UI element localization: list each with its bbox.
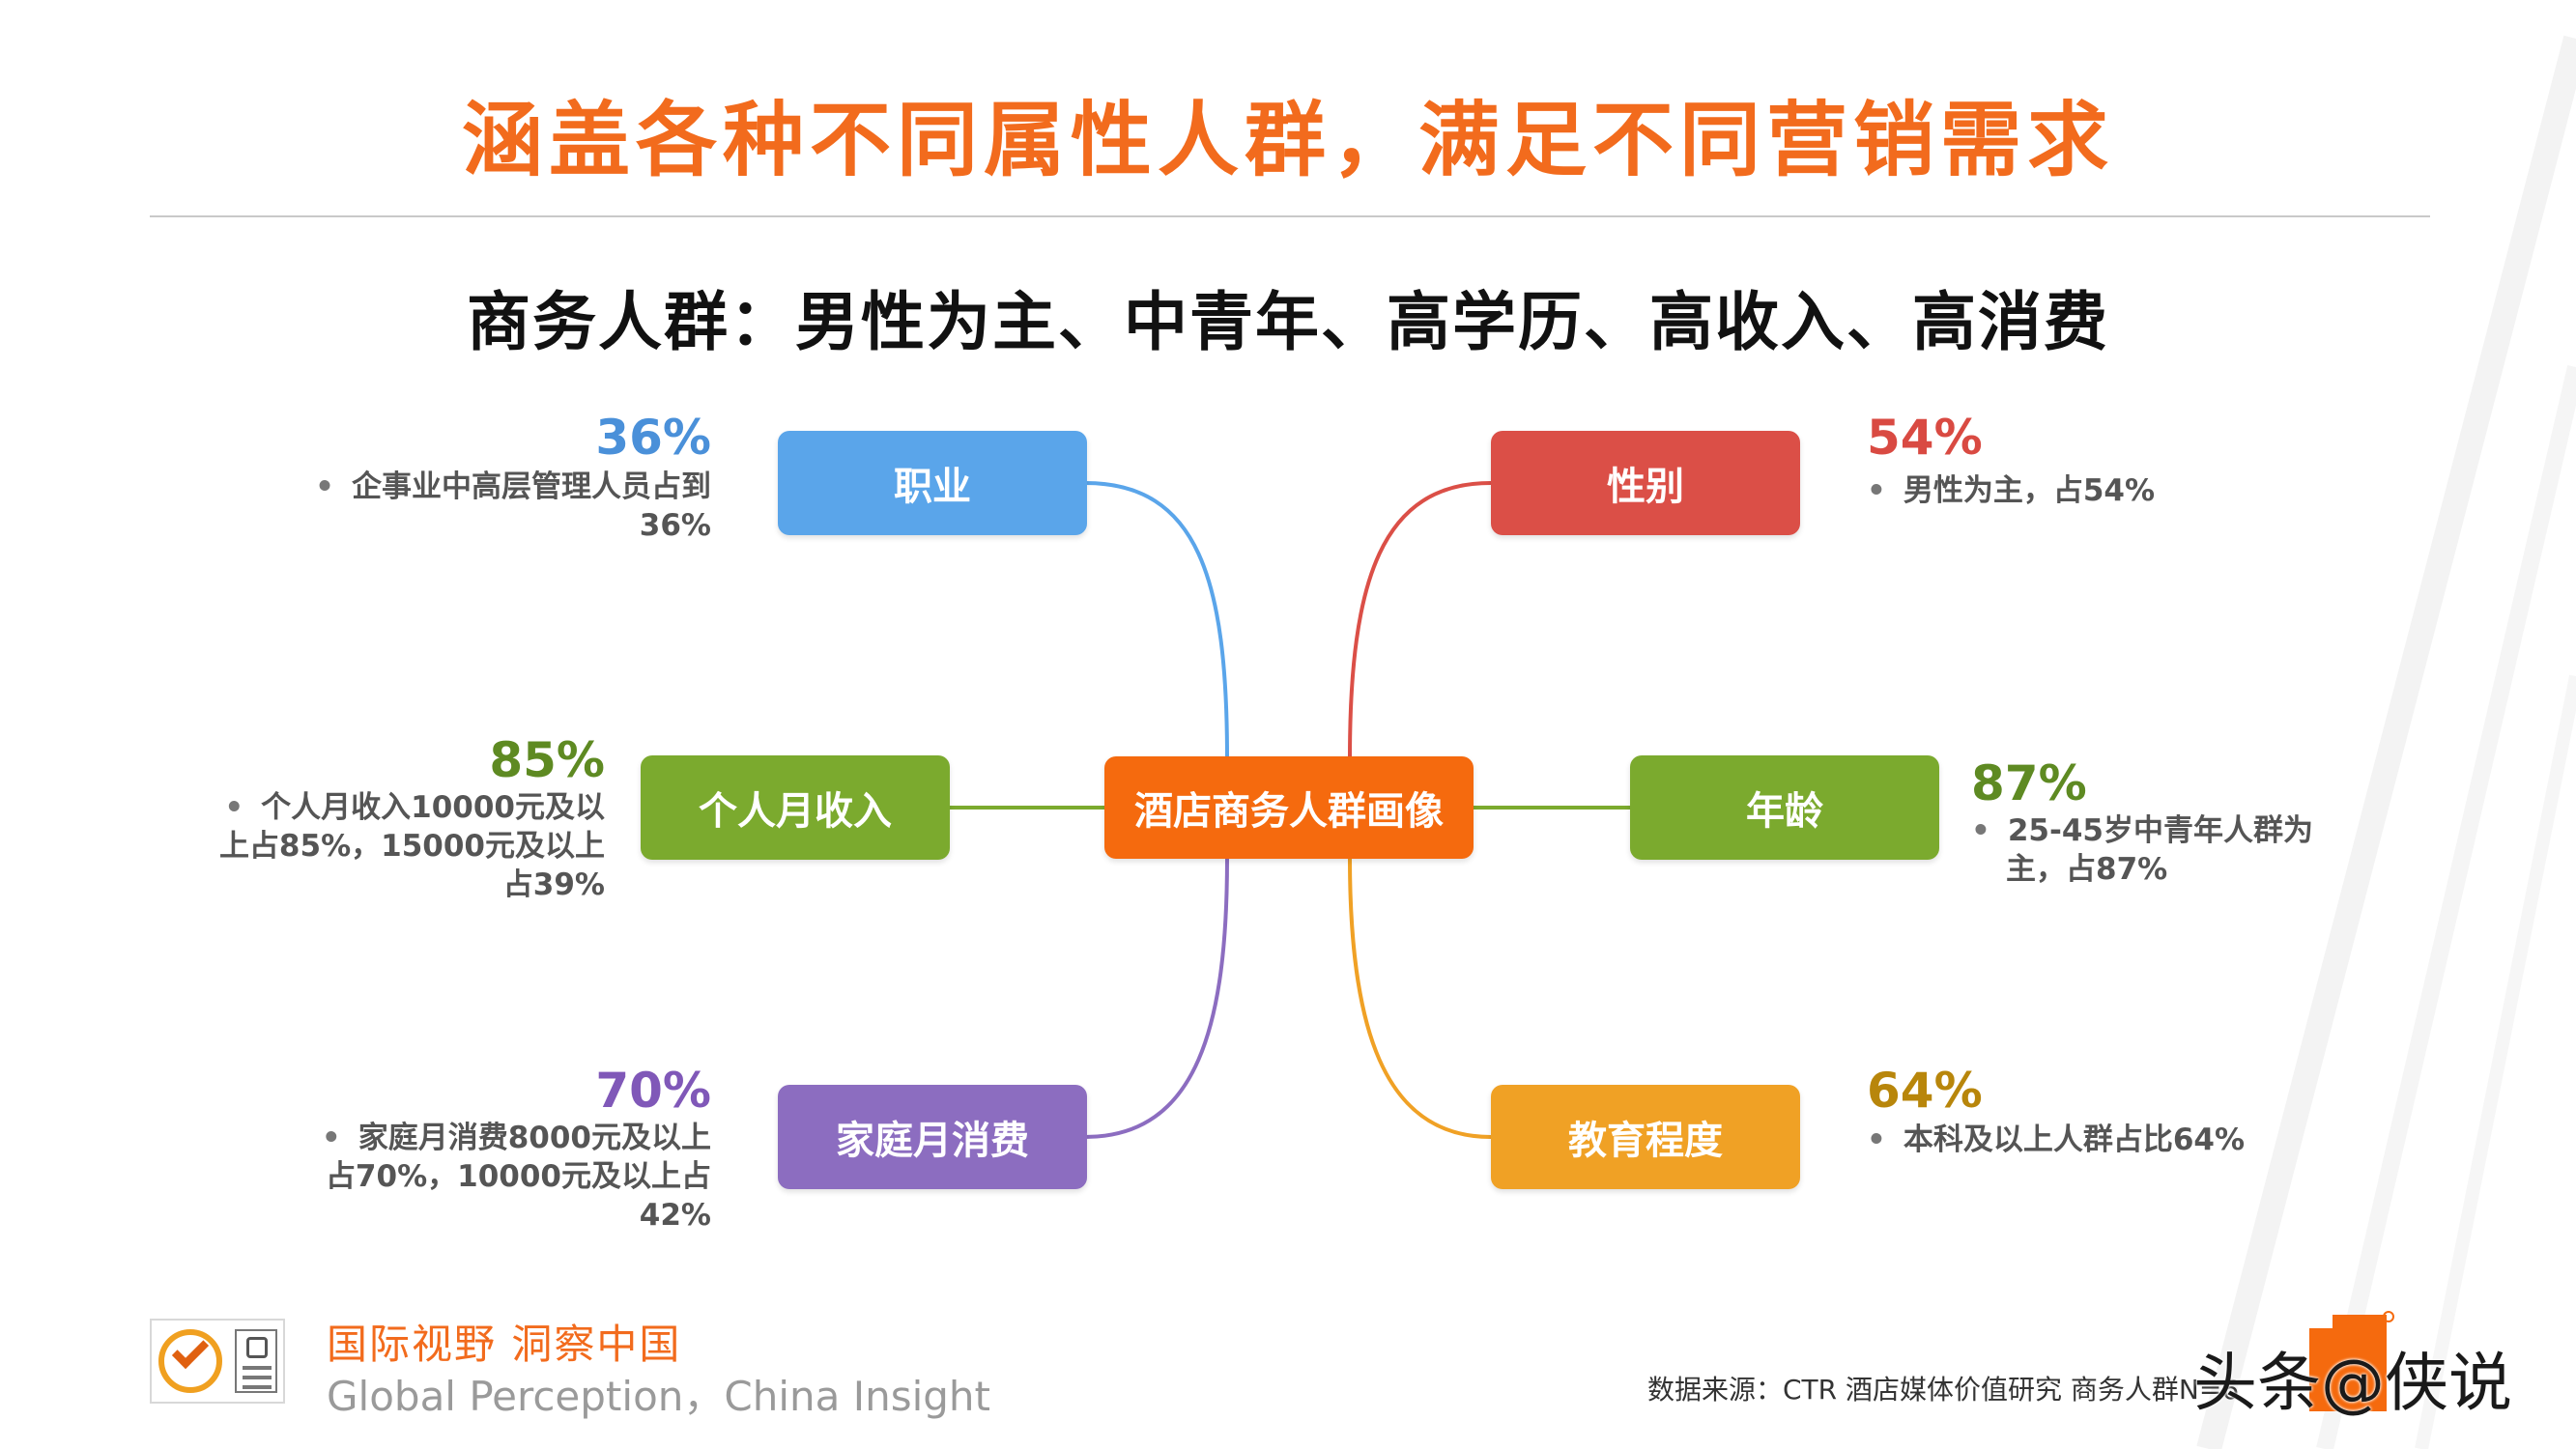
bullet-icon: •	[321, 1121, 341, 1155]
desc-income: • 个人月收入10000元及以 上占85%，15000元及以上 占39%	[219, 788, 605, 904]
center-node: 酒店商务人群画像	[1104, 756, 1474, 859]
desc-line: • 个人月收入10000元及以	[224, 790, 605, 825]
center-node-label: 酒店商务人群画像	[1134, 789, 1444, 834]
node-occupation: 职业	[778, 431, 1087, 535]
desc-age: • 25-45岁中青年人群为 主，占87%	[1971, 811, 2313, 889]
watermark: 头条@侠说	[2193, 1346, 2512, 1420]
desc-line: 36%	[639, 508, 711, 543]
node-education-label: 教育程度	[1568, 1119, 1723, 1163]
connector-occupation	[1084, 481, 1229, 759]
percent-age: 87%	[1971, 755, 2087, 811]
desc-gender: • 男性为主，占54%	[1867, 471, 2155, 510]
page-subtitle: 商务人群：男性为主、中青年、高学历、高收入、高消费	[467, 285, 2109, 359]
data-source: 数据来源：CTR 酒店媒体价值研究 商务人群N=6	[1647, 1374, 2240, 1406]
desc-line: 上占85%，15000元及以上	[218, 829, 605, 864]
desc-line: • 家庭月消费8000元及以上	[321, 1121, 711, 1155]
sgs-logo-icon	[157, 1329, 222, 1393]
bullet-icon: •	[1971, 813, 1990, 848]
node-income: 个人月收入	[641, 755, 950, 860]
desc-consumption: • 家庭月消费8000元及以上 占70%，10000元及以上占 42%	[322, 1119, 711, 1235]
certification-logos	[150, 1319, 285, 1404]
desc-line: • 25-45岁中青年人群为	[1971, 813, 2313, 848]
node-age-label: 年龄	[1746, 789, 1823, 834]
ukas-logo-icon	[234, 1329, 277, 1393]
connector-education	[1348, 857, 1492, 1139]
desc-line: 主，占87%	[2006, 852, 2168, 887]
node-gender: 性别	[1491, 431, 1800, 535]
desc-occupation: • 企事业中高层管理人员占到 36%	[315, 468, 711, 545]
node-age: 年龄	[1630, 755, 1939, 860]
desc-line: 42%	[639, 1198, 711, 1233]
bullet-icon: •	[1867, 473, 1886, 508]
bullet-icon: •	[224, 790, 244, 825]
desc-line: • 企事业中高层管理人员占到	[315, 469, 711, 504]
desc-line: 占70%，10000元及以上占	[325, 1159, 711, 1194]
percent-education: 64%	[1867, 1063, 1983, 1119]
node-education: 教育程度	[1491, 1085, 1800, 1189]
percent-occupation: 36%	[595, 410, 711, 466]
node-gender-label: 性别	[1607, 465, 1684, 509]
percent-consumption: 70%	[595, 1063, 711, 1119]
bullet-icon: •	[1867, 1122, 1886, 1157]
footer-slogan-en: Global Perception，China Insight	[327, 1373, 991, 1420]
connector-gender	[1348, 481, 1492, 759]
bullet-icon: •	[315, 469, 334, 504]
desc-line: • 男性为主，占54%	[1867, 473, 2156, 508]
ctr-logo-icon	[2309, 1311, 2394, 1411]
desc-education: • 本科及以上人群占比64%	[1867, 1121, 2245, 1159]
node-consumption-label: 家庭月消费	[836, 1119, 1029, 1163]
connector-consumption	[1084, 857, 1229, 1139]
footer-slogan-cn: 国际视野 洞察中国	[327, 1321, 682, 1368]
node-income-label: 个人月收入	[699, 789, 892, 834]
node-consumption: 家庭月消费	[778, 1085, 1087, 1189]
percent-income: 85%	[489, 732, 605, 788]
page-title: 涵盖各种不同属性人群，满足不同营销需求	[461, 93, 2114, 187]
desc-line: 占39%	[502, 867, 605, 902]
percent-gender: 54%	[1867, 410, 1983, 466]
node-occupation-label: 职业	[894, 465, 971, 509]
title-divider	[150, 215, 2430, 217]
desc-line: • 本科及以上人群占比64%	[1867, 1122, 2246, 1157]
